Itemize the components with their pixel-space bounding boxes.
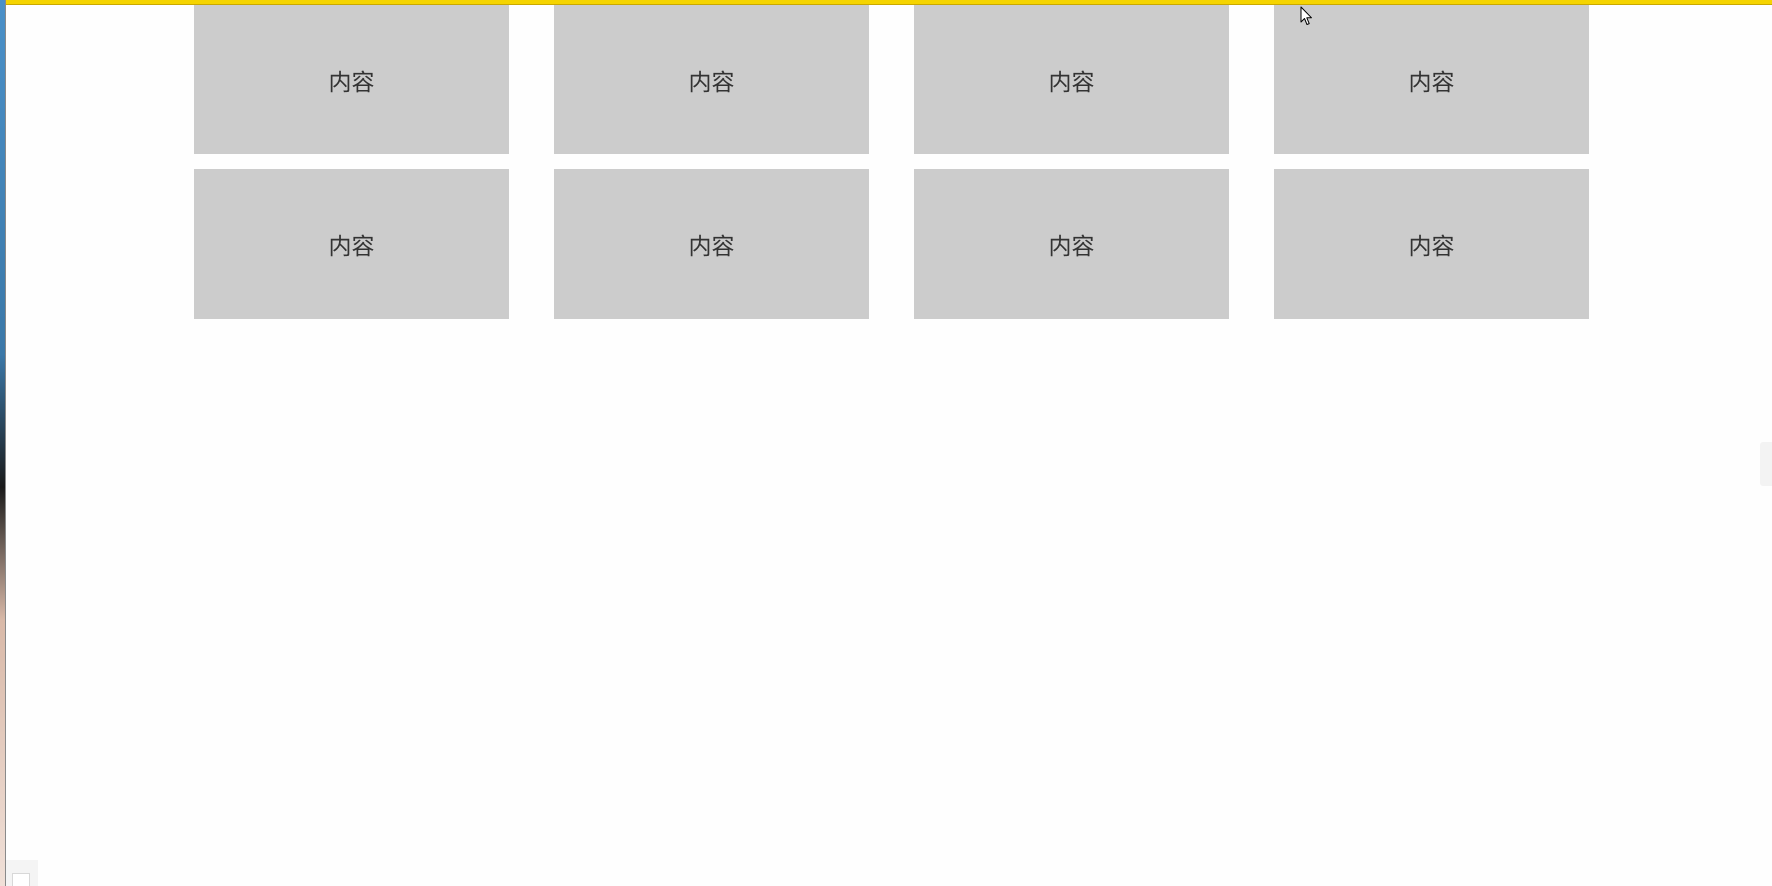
- content-card[interactable]: 内容: [194, 5, 509, 154]
- side-scroll-tab[interactable]: [1760, 442, 1772, 486]
- corner-widget[interactable]: [6, 860, 38, 886]
- card-label: 内容: [1048, 234, 1095, 260]
- card-label: 内容: [688, 234, 735, 260]
- content-card[interactable]: 内容: [554, 169, 869, 319]
- content-card[interactable]: 内容: [554, 5, 869, 154]
- content-card[interactable]: 内容: [1274, 5, 1589, 154]
- mouse-pointer-icon: [1300, 6, 1312, 25]
- content-card[interactable]: 内容: [914, 169, 1229, 319]
- card-label: 内容: [1408, 234, 1455, 260]
- card-label: 内容: [1048, 69, 1095, 96]
- card-label: 内容: [688, 69, 735, 96]
- card-label: 内容: [328, 234, 375, 260]
- card-label: 内容: [1408, 69, 1455, 96]
- content-grid: 内容 内容 内容 内容 内容 内容 内容 内容: [194, 5, 1590, 319]
- card-label: 内容: [328, 69, 375, 96]
- top-accent-bar: [0, 0, 1772, 5]
- content-card[interactable]: 内容: [194, 169, 509, 319]
- content-card[interactable]: 内容: [1274, 169, 1589, 319]
- left-window-edge: [0, 0, 6, 886]
- content-card[interactable]: 内容: [914, 5, 1229, 154]
